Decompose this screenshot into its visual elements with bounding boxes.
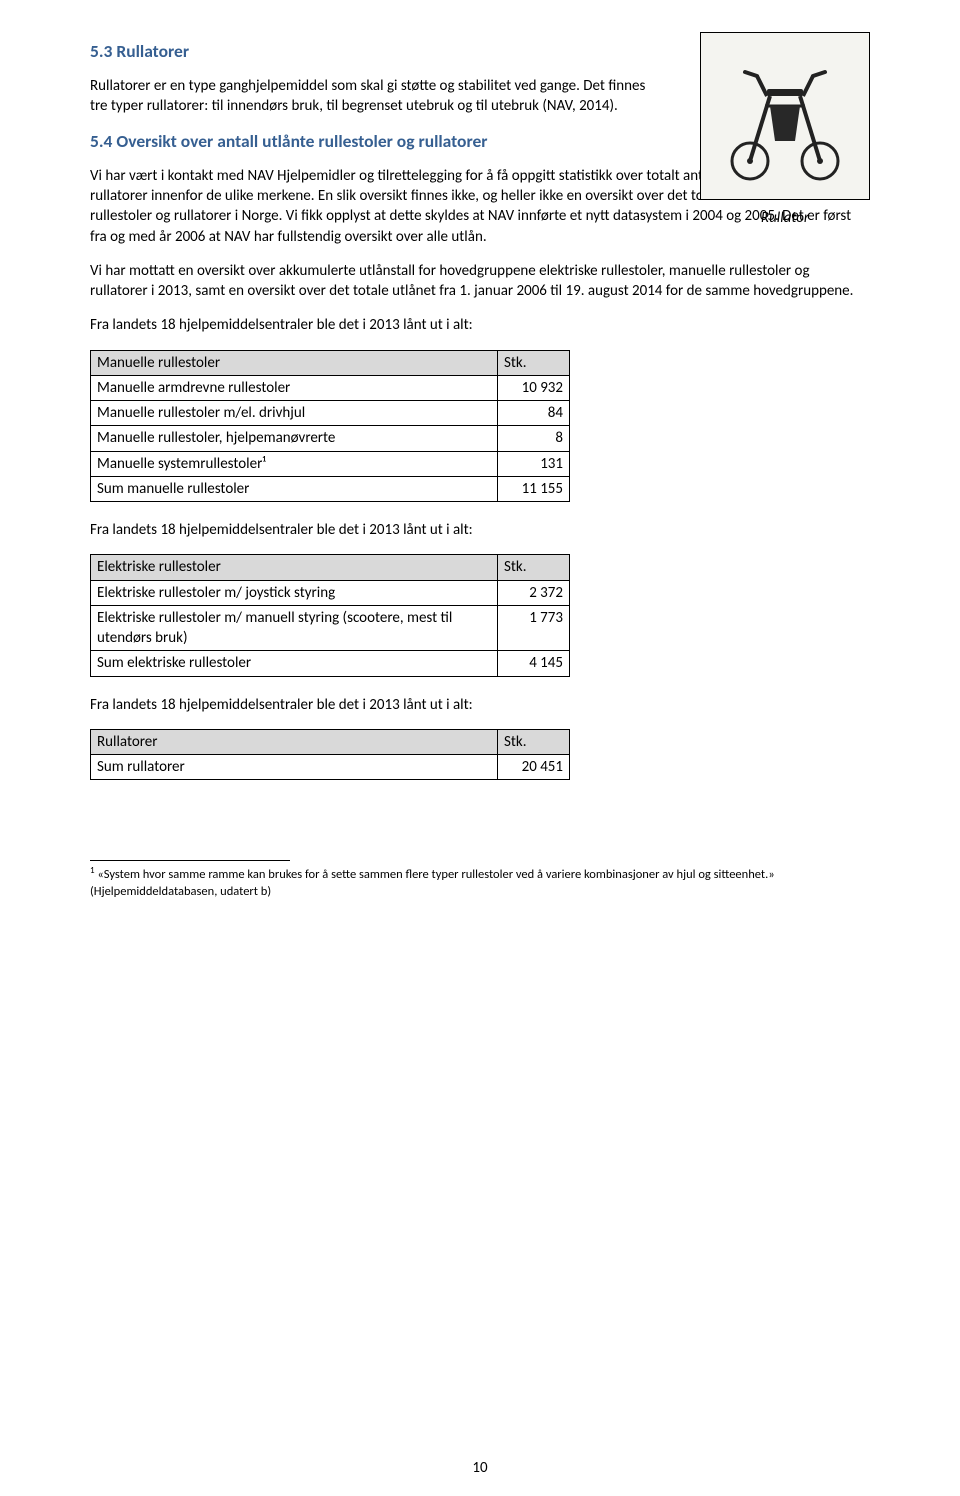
table3-h0: Rullatorer bbox=[91, 729, 498, 754]
cell: 20 451 bbox=[498, 755, 570, 780]
page-number: 10 bbox=[0, 1458, 960, 1478]
heading-5-4: 5.4 Oversikt over antall utlånte rullest… bbox=[90, 130, 650, 154]
table1-h1: Stk. bbox=[498, 350, 570, 375]
cell: 4 145 bbox=[498, 651, 570, 676]
cell: 8 bbox=[498, 426, 570, 451]
cell: Manuelle rullestoler, hjelpemanøvrerte bbox=[91, 426, 498, 451]
table-row: Manuelle armdrevne rullestoler10 932 bbox=[91, 375, 570, 400]
footnote-text: «System hvor samme ramme kan brukes for … bbox=[90, 867, 775, 898]
table3-h1: Stk. bbox=[498, 729, 570, 754]
para-5-3: Rullatorer er en type ganghjelpemiddel s… bbox=[90, 76, 650, 117]
para-5-4-b: Vi har mottatt en oversikt over akkumule… bbox=[90, 261, 870, 302]
figure-frame bbox=[700, 32, 870, 200]
cell: 131 bbox=[498, 451, 570, 476]
footnote-separator bbox=[90, 860, 290, 861]
cell: 84 bbox=[498, 401, 570, 426]
table-row: Sum manuelle rullestoler11 155 bbox=[91, 476, 570, 501]
rullator-icon bbox=[715, 46, 855, 186]
cell: Elektriske rullestoler m/ joystick styri… bbox=[91, 580, 498, 605]
table3-intro: Fra landets 18 hjelpemiddelsentraler ble… bbox=[90, 695, 870, 715]
table-row: Elektriske rullestoler m/ joystick styri… bbox=[91, 580, 570, 605]
cell: 10 932 bbox=[498, 375, 570, 400]
table-elektriske: Elektriske rullestoler Stk. Elektriske r… bbox=[90, 554, 570, 676]
table2-intro: Fra landets 18 hjelpemiddelsentraler ble… bbox=[90, 520, 870, 540]
table-row: Sum rullatorer20 451 bbox=[91, 755, 570, 780]
cell: 2 372 bbox=[498, 580, 570, 605]
cell: Manuelle armdrevne rullestoler bbox=[91, 375, 498, 400]
table-row: Sum elektriske rullestoler4 145 bbox=[91, 651, 570, 676]
table-manuelle: Manuelle rullestoler Stk. Manuelle armdr… bbox=[90, 350, 570, 503]
figure-rullator: Rullator bbox=[700, 32, 870, 228]
table-row: Manuelle rullestoler, hjelpemanøvrerte8 bbox=[91, 426, 570, 451]
cell: Manuelle rullestoler m/el. drivhjul bbox=[91, 401, 498, 426]
table-row: Elektriske rullestoler m/ manuell styrin… bbox=[91, 605, 570, 651]
figure-caption: Rullator bbox=[700, 208, 870, 228]
table2-h1: Stk. bbox=[498, 555, 570, 580]
cell-text: Manuelle systemrullestoler¹ bbox=[97, 455, 266, 473]
table2-h0: Elektriske rullestoler bbox=[91, 555, 498, 580]
table1-intro: Fra landets 18 hjelpemiddelsentraler ble… bbox=[90, 315, 870, 335]
table-row: Manuelle rullestoler m/el. drivhjul84 bbox=[91, 401, 570, 426]
cell: Sum manuelle rullestoler bbox=[91, 476, 498, 501]
cell: Elektriske rullestoler m/ manuell styrin… bbox=[91, 605, 498, 651]
cell: 1 773 bbox=[498, 605, 570, 651]
table-row: Manuelle systemrullestoler¹ 131 bbox=[91, 451, 570, 476]
cell: Sum elektriske rullestoler bbox=[91, 651, 498, 676]
footnote-1: 1 «System hvor samme ramme kan brukes fo… bbox=[90, 865, 870, 900]
cell: Manuelle systemrullestoler¹ bbox=[91, 451, 498, 476]
table-rullatorer: Rullatorer Stk. Sum rullatorer20 451 bbox=[90, 729, 570, 781]
table1-h0: Manuelle rullestoler bbox=[91, 350, 498, 375]
cell: 11 155 bbox=[498, 476, 570, 501]
cell: Sum rullatorer bbox=[91, 755, 498, 780]
